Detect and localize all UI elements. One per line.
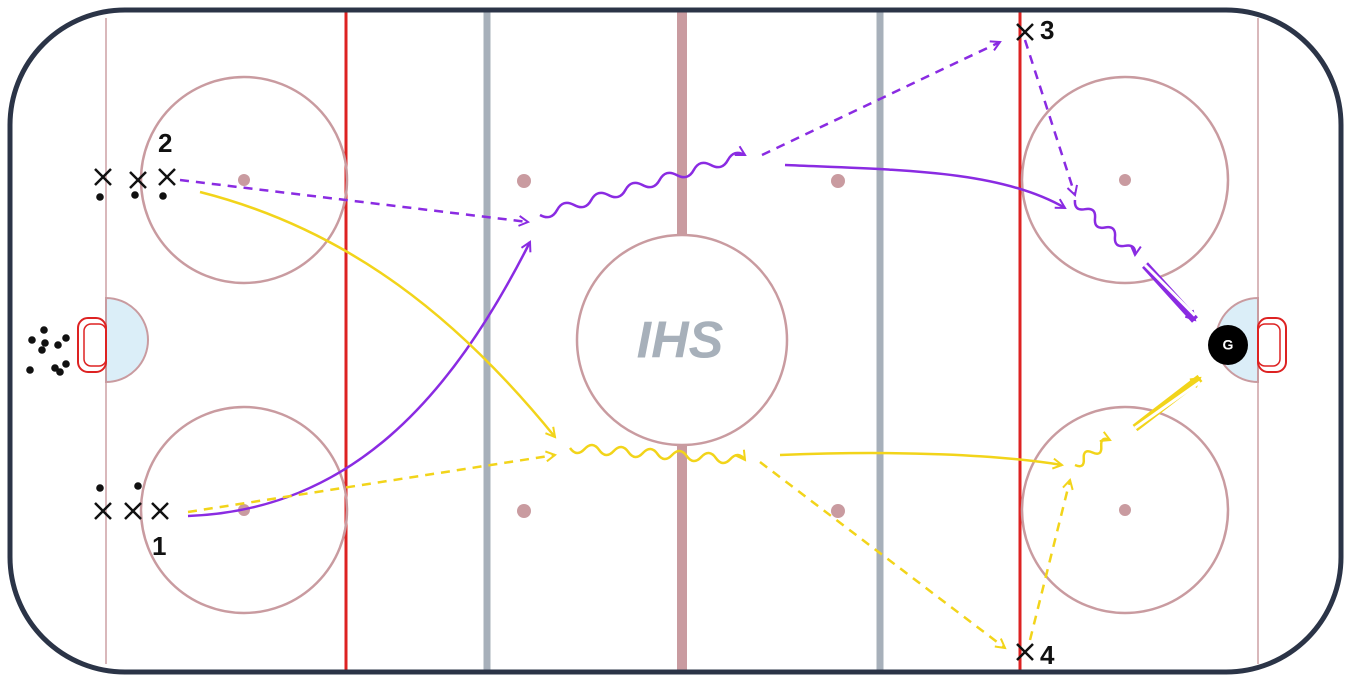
- carry-path: [568, 443, 745, 465]
- skate-path: [199, 190, 555, 437]
- player-x: [94, 168, 112, 186]
- skate-path: [784, 163, 1065, 210]
- dashed-pass: [179, 178, 528, 222]
- dashed-pass: [1028, 480, 1070, 641]
- puck: [134, 482, 142, 490]
- dashed-pass: [187, 455, 555, 514]
- puck: [38, 346, 46, 354]
- player-x: [124, 502, 142, 520]
- rink-lines: [7, 7, 1344, 675]
- skate-path: [779, 451, 1062, 465]
- shot-path-inner: [1134, 380, 1201, 430]
- shot-path-inner: [1143, 263, 1197, 317]
- puck: [40, 326, 48, 334]
- puck: [96, 484, 104, 492]
- skate-path: [187, 242, 530, 518]
- players: [26, 23, 1034, 661]
- puck: [28, 336, 36, 344]
- puck: [26, 366, 34, 374]
- dashed-pass: [761, 42, 1000, 157]
- dashed-pass: [1023, 39, 1075, 195]
- puck: [159, 192, 167, 200]
- puck: [131, 191, 139, 199]
- puck: [62, 360, 70, 368]
- player-label: 2: [158, 128, 172, 158]
- goalie-label: G: [1223, 337, 1234, 353]
- player-x: [129, 171, 147, 189]
- puck: [41, 339, 49, 347]
- carry-path: [539, 153, 745, 219]
- player-label: 3: [1040, 15, 1054, 45]
- puck: [62, 334, 70, 342]
- carry-path: [1074, 439, 1110, 468]
- player-x: [1016, 643, 1034, 661]
- puck: [56, 368, 64, 376]
- player-x: [151, 502, 169, 520]
- player-x: [158, 168, 176, 186]
- goalie-marker: [1208, 325, 1248, 365]
- player-label: 1: [152, 531, 166, 561]
- logo: IHS: [637, 312, 724, 370]
- dashed-pass: [759, 461, 1005, 648]
- puck: [96, 193, 104, 201]
- player-x: [94, 502, 112, 520]
- puck: [54, 341, 62, 349]
- player-label: 4: [1040, 640, 1055, 670]
- player-x: [1016, 23, 1034, 41]
- carry-path: [1073, 199, 1135, 255]
- drill-paths: [179, 39, 1203, 648]
